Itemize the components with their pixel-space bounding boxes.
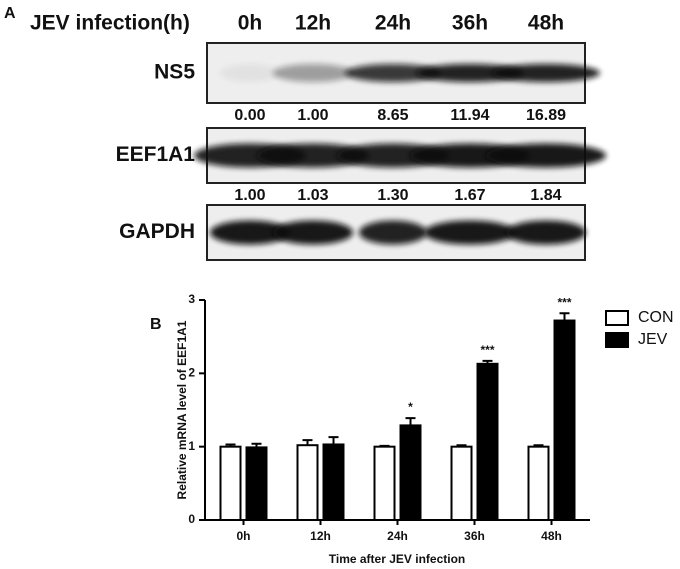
bar xyxy=(373,445,396,521)
band xyxy=(486,143,606,168)
band xyxy=(345,64,441,82)
panel-label: B xyxy=(150,316,162,333)
band xyxy=(273,220,353,245)
quantification: 1.00 xyxy=(297,107,328,124)
blot-header: JEV infection(h) xyxy=(30,12,190,35)
significance: *** xyxy=(480,343,494,357)
bar xyxy=(245,446,268,521)
error-bar xyxy=(328,436,339,445)
y-tick-label: 3 xyxy=(188,292,195,306)
significance: * xyxy=(408,400,413,414)
quantification: 11.94 xyxy=(450,107,489,124)
lane-label: 0h xyxy=(238,12,263,35)
quantification: 1.00 xyxy=(234,187,265,204)
x-tick-label: 24h xyxy=(387,529,408,543)
lane-label: 24h xyxy=(375,12,411,35)
bar xyxy=(296,444,319,522)
quantification: 1.67 xyxy=(454,187,485,204)
legend-label: JEV xyxy=(638,331,668,348)
band xyxy=(492,64,600,82)
x-axis-label: Time after JEV infection xyxy=(329,552,465,566)
bar xyxy=(553,319,576,521)
error-bar xyxy=(405,417,416,426)
band xyxy=(273,64,353,82)
bar xyxy=(399,424,422,521)
bar xyxy=(322,443,345,522)
y-tick-label: 1 xyxy=(188,439,195,453)
y-tick-label: 0 xyxy=(188,512,195,526)
legend-label: CON xyxy=(638,309,674,326)
row-label: EEF1A1 xyxy=(116,143,196,166)
x-tick-label: 0h xyxy=(236,529,250,543)
row-label: GAPDH xyxy=(119,220,195,243)
band xyxy=(210,220,290,245)
band xyxy=(506,220,586,245)
quantification: 0.00 xyxy=(234,107,265,124)
error-bar xyxy=(559,312,570,321)
quantification: 16.89 xyxy=(526,107,566,124)
lane-label: 48h xyxy=(528,12,564,35)
band xyxy=(359,220,427,245)
lane-label: 36h xyxy=(452,12,488,35)
legend-swatch xyxy=(605,310,629,326)
x-tick-label: 12h xyxy=(310,529,331,543)
panel-label: A xyxy=(4,5,16,22)
bar xyxy=(450,445,473,521)
band xyxy=(257,143,369,168)
band xyxy=(220,64,280,82)
x-tick-label: 36h xyxy=(464,529,485,543)
x-tick-label: 48h xyxy=(541,529,562,543)
quantification: 1.30 xyxy=(377,187,408,204)
y-tick-label: 2 xyxy=(188,366,195,380)
bar xyxy=(476,362,499,521)
band xyxy=(416,64,524,82)
legend-swatch xyxy=(605,332,629,348)
row-label: NS5 xyxy=(154,61,195,84)
quantification: 8.65 xyxy=(377,107,408,124)
significance: *** xyxy=(557,295,571,309)
y-axis-label: Relative mRNA level of EEF1A1 xyxy=(175,320,189,499)
band xyxy=(424,220,516,245)
lane-label: 12h xyxy=(295,12,331,35)
bar xyxy=(527,445,550,521)
quantification: 1.03 xyxy=(297,187,328,204)
quantification: 1.84 xyxy=(530,187,561,204)
bar xyxy=(219,445,242,521)
